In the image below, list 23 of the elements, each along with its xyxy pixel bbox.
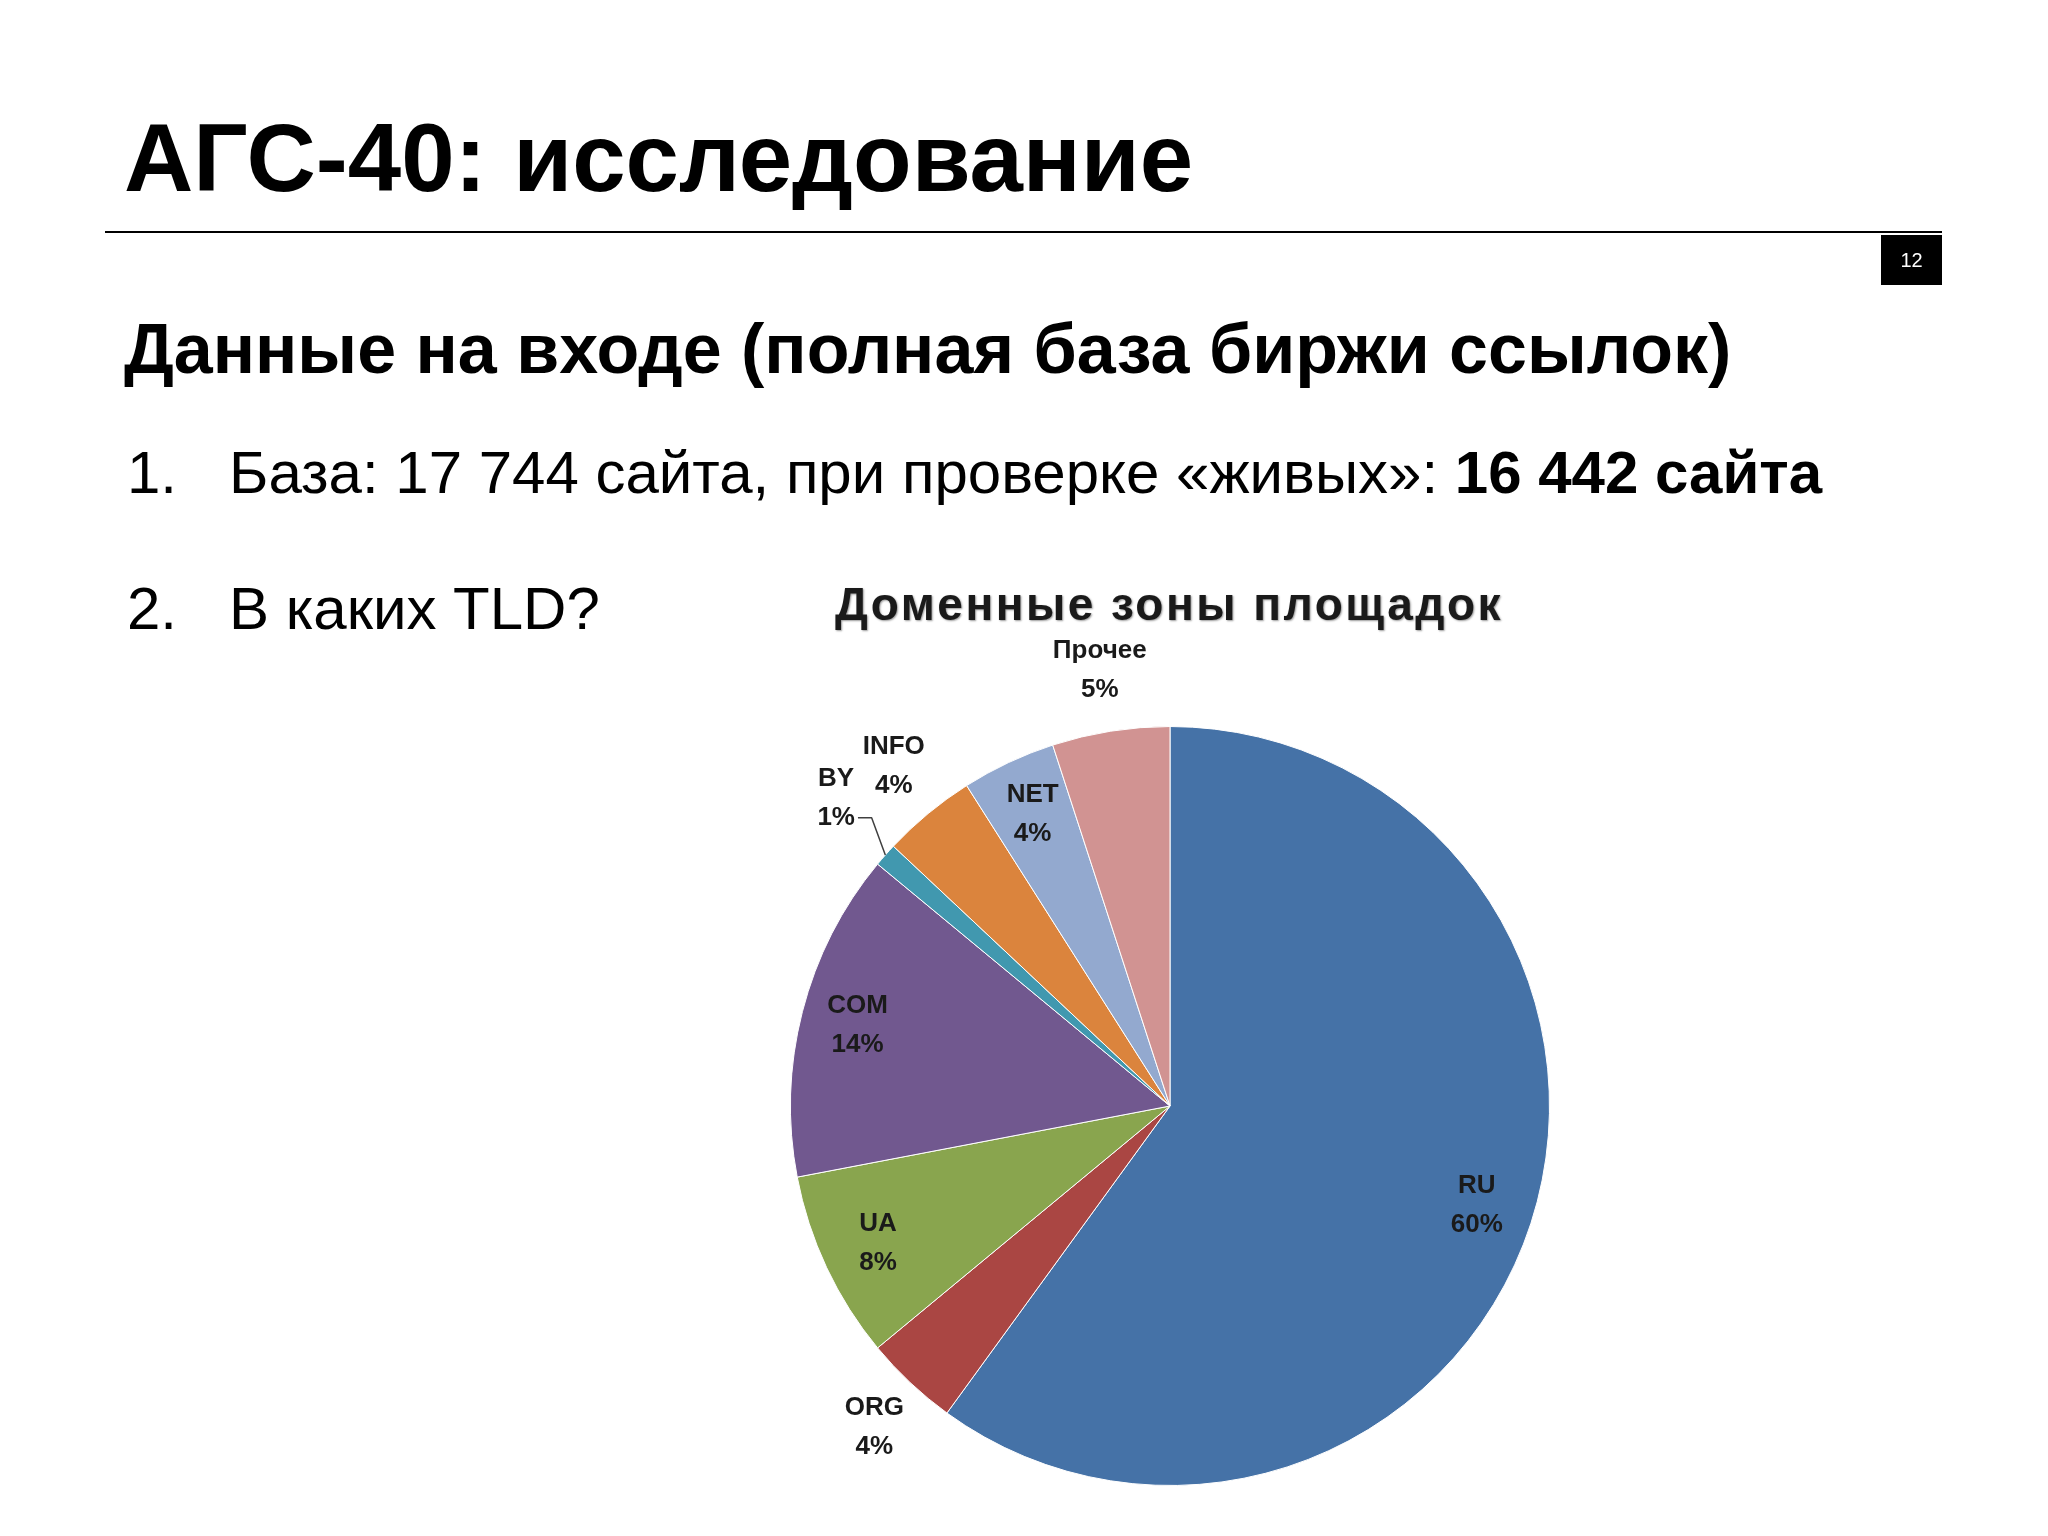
text: 12 <box>1900 249 1923 271</box>
slice-label: ORG <box>844 1391 904 1422</box>
data-label: 1% <box>817 800 855 831</box>
data-label: 4% <box>1013 816 1052 847</box>
slice-label: COM <box>827 989 888 1020</box>
text: 1. База: 17 744 сайта, при проверке «живых»: <box>127 439 1439 506</box>
slice-label: NET <box>1006 777 1059 808</box>
slice-label: Прочее <box>1052 633 1147 664</box>
text: АГС-40: исследование <box>124 104 1194 211</box>
data-label: 4% <box>855 1430 894 1461</box>
data-label: 14% <box>831 1028 884 1059</box>
data-label: 5% <box>1080 672 1119 703</box>
data-label: 60% <box>1450 1208 1503 1239</box>
text: 16 442 сайта <box>1454 439 1823 506</box>
slice-label: UA <box>859 1207 898 1238</box>
slice-label: BY <box>818 761 855 792</box>
text: 2. В каких TLD? <box>127 575 600 642</box>
slice-label: RU <box>1458 1169 1496 1200</box>
data-label: 4% <box>875 768 913 799</box>
text: Данные на входе (полная база биржи ссылок) <box>124 310 1732 388</box>
slice-label: INFO <box>862 729 925 760</box>
chart-title: Доменные зоны площадок <box>834 578 1504 630</box>
data-label: 8% <box>859 1246 897 1277</box>
